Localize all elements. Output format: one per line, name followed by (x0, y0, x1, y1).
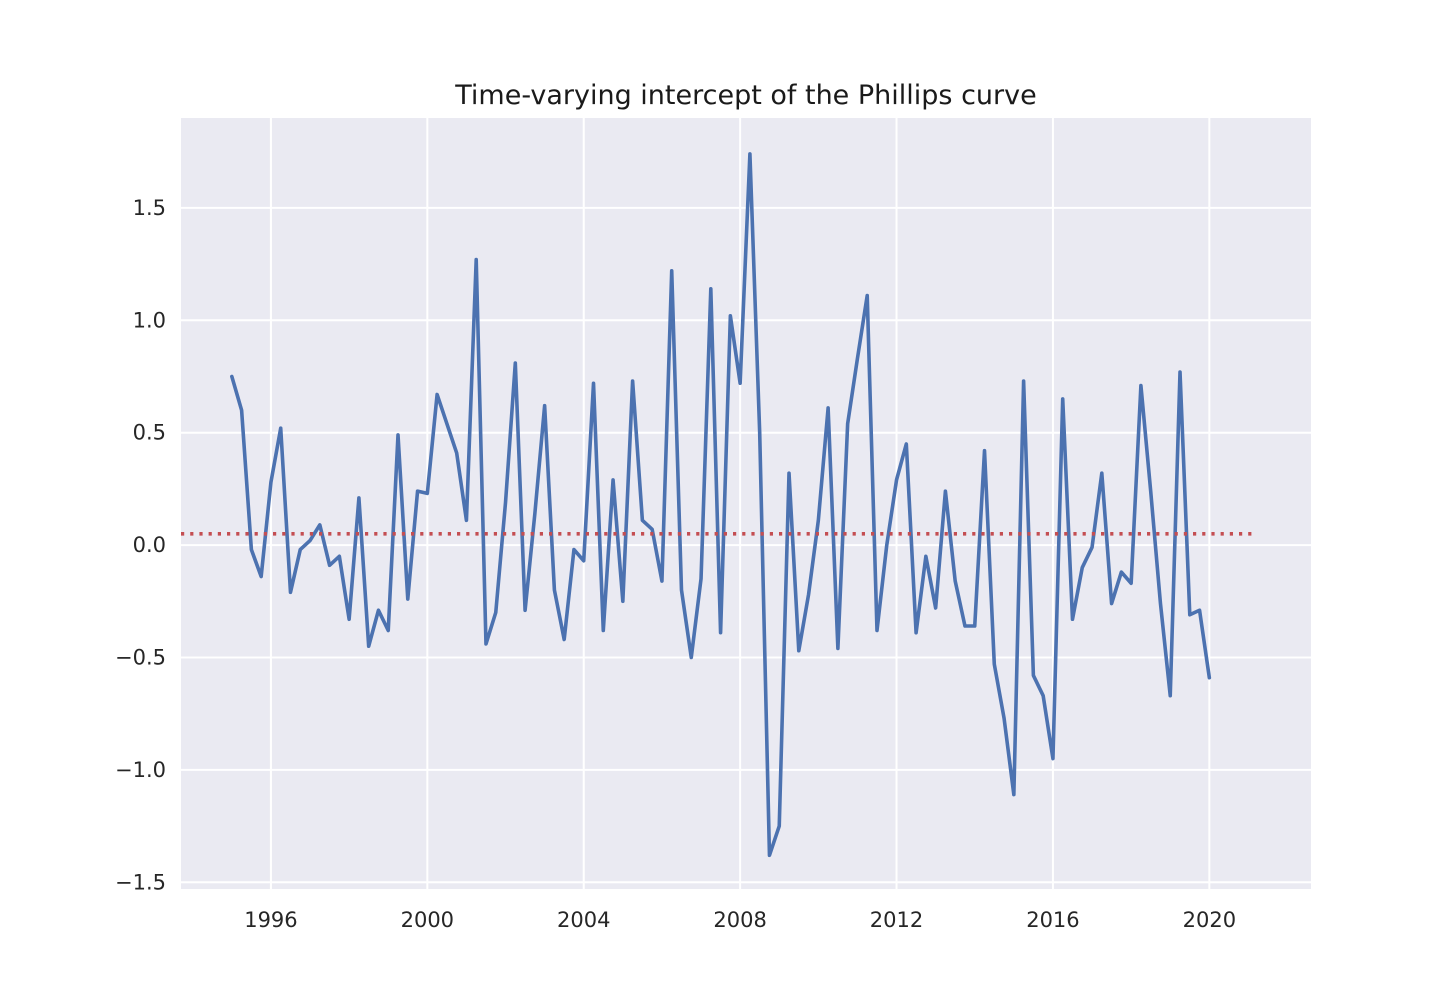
y-tick-label: −1.0 (115, 758, 166, 782)
y-tick-label: 0.5 (133, 421, 166, 445)
x-tick-label: 2008 (713, 908, 766, 932)
grid-lines (181, 118, 1311, 889)
y-tick-label: 1.0 (133, 308, 166, 332)
y-tick-label: −0.5 (115, 645, 166, 669)
series-lines (181, 152, 1257, 858)
chart-title: Time-varying intercept of the Phillips c… (454, 80, 1036, 111)
x-tick-label: 2012 (870, 908, 923, 932)
x-tick-label: 2004 (557, 908, 610, 932)
x-tick-label: 1996 (244, 908, 297, 932)
x-tick-label: 2016 (1026, 908, 1079, 932)
x-tick-label: 2020 (1183, 908, 1236, 932)
x-tick-label: 2000 (401, 908, 454, 932)
y-tick-label: −1.5 (115, 870, 166, 894)
y-axis-tick-labels: 1.5 1.0 0.5 0.0 −0.5 −1.0 −1.5 (115, 196, 166, 894)
y-tick-label: 0.0 (133, 533, 166, 557)
series-line-intercept (230, 152, 1212, 858)
y-tick-label: 1.5 (133, 196, 166, 220)
x-axis-tick-labels: 1996 2000 2004 2008 2012 2016 2020 (244, 908, 1236, 932)
